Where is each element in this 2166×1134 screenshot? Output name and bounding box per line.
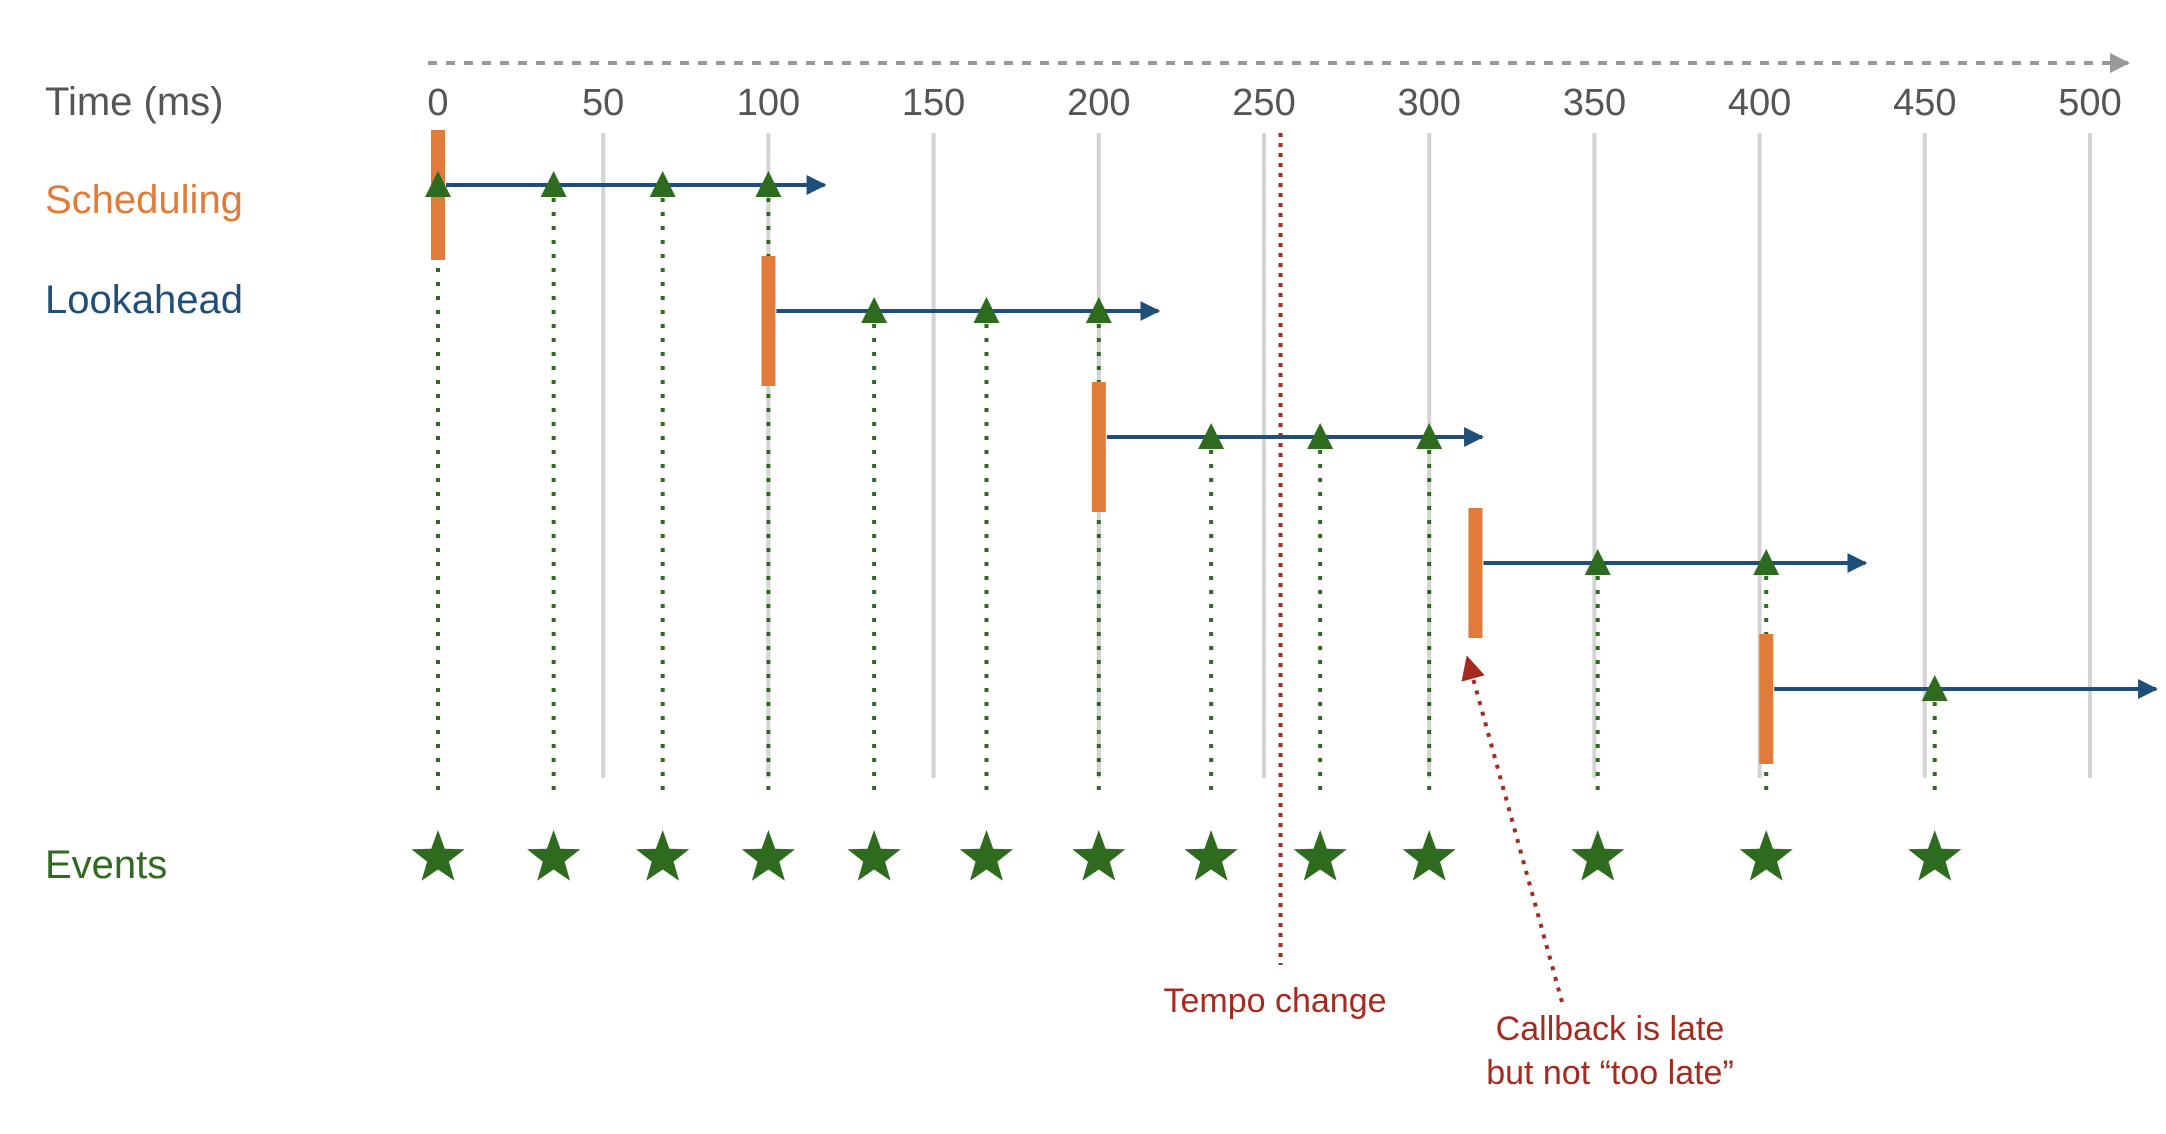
callbacks: [425, 130, 2159, 764]
triangle-up-icon: [1307, 423, 1334, 449]
late-callback-note-line2: but not “too late”: [1486, 1054, 1734, 1092]
star-icon: [741, 830, 795, 881]
triangle-up-icon: [1085, 297, 1112, 323]
star-icon: [411, 830, 465, 881]
tick-label: 0: [427, 82, 448, 124]
callback-row: [1091, 382, 1485, 512]
triangle-up-icon: [755, 171, 782, 197]
star-icon: [1402, 830, 1456, 881]
tick-label: 250: [1232, 82, 1295, 124]
grid-lines: [601, 133, 2092, 778]
callback-row: [1759, 634, 2159, 764]
tick-label: 500: [2058, 82, 2121, 124]
callback-row: [1468, 508, 1868, 638]
star-icon: [527, 830, 581, 881]
triangle-up-icon: [540, 171, 567, 197]
tick-label: 200: [1067, 82, 1130, 124]
time-axis-label: Time (ms): [45, 80, 223, 124]
events-label: Events: [45, 843, 167, 887]
callback-row: [761, 256, 1161, 386]
triangle-up-icon: [1921, 675, 1948, 701]
triangle-up-icon: [973, 297, 1000, 323]
triangle-up-icon: [1584, 549, 1611, 575]
star-icon: [1908, 830, 1962, 881]
tick-label: 300: [1397, 82, 1460, 124]
event-connectors: [436, 197, 1937, 790]
lookahead-label: Lookahead: [45, 278, 243, 322]
star-icon: [1571, 830, 1625, 881]
tick-label: 50: [582, 82, 624, 124]
tempo-change-label: Tempo change: [1163, 982, 1386, 1020]
triangle-up-icon: [861, 297, 888, 323]
tick-label: 400: [1728, 82, 1791, 124]
late-callback-arrow: [1461, 655, 1564, 1003]
event-stars: [411, 830, 1962, 881]
star-icon: [1072, 830, 1126, 881]
scheduling-label: Scheduling: [45, 178, 243, 222]
tick-label: 350: [1563, 82, 1626, 124]
star-icon: [1739, 830, 1793, 881]
late-callback-note-line1: Callback is late: [1496, 1010, 1725, 1048]
triangle-up-icon: [1198, 423, 1225, 449]
star-icon: [959, 830, 1014, 881]
callback-row: [425, 130, 827, 260]
triangle-up-icon: [649, 171, 676, 197]
scheduling-bar: [1759, 634, 1774, 764]
star-icon: [1293, 830, 1347, 881]
star-icon: [636, 830, 690, 881]
tick-label: 100: [737, 82, 800, 124]
triangle-up-icon: [1753, 549, 1780, 575]
star-icon: [1184, 830, 1238, 881]
star-icon: [847, 830, 901, 881]
scheduling-bar: [1468, 508, 1483, 638]
tick-label: 150: [902, 82, 965, 124]
time-axis: 0 50 100 150 200 250 300 350 400 450 500: [427, 53, 2130, 124]
triangle-up-icon: [1416, 423, 1443, 449]
triangle-up-icon: [425, 171, 451, 197]
scheduling-bar: [761, 256, 776, 386]
scheduling-bar: [1091, 382, 1106, 512]
tick-label: 450: [1893, 82, 1956, 124]
